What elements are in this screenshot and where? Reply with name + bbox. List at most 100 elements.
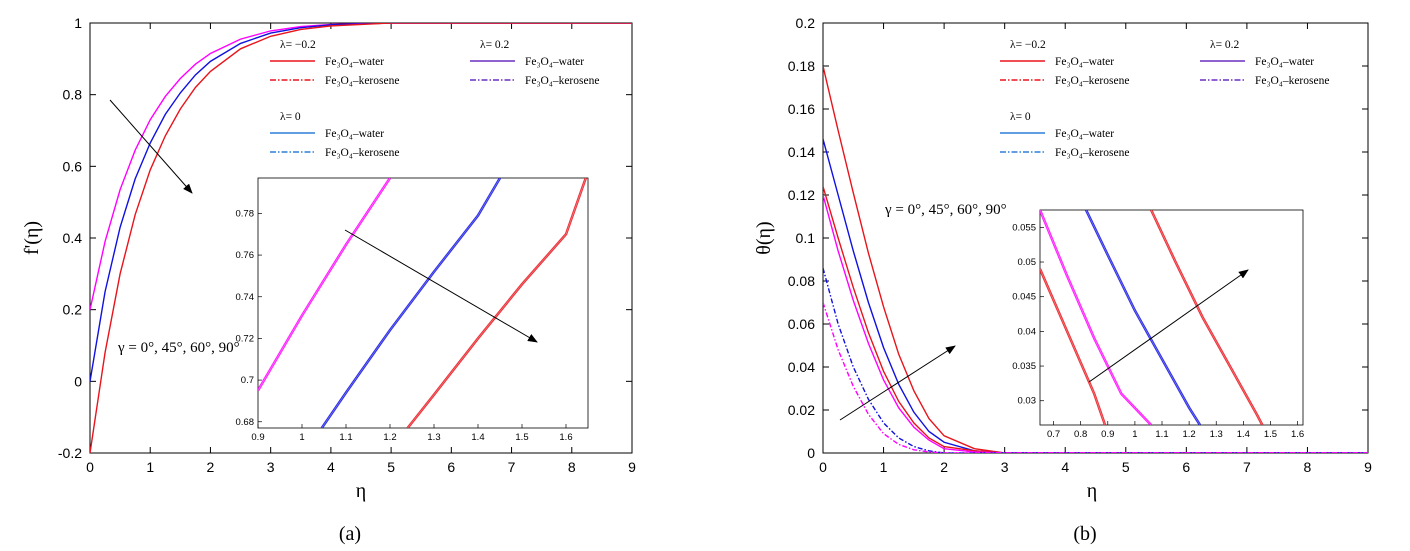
inset-series-line-core — [1085, 210, 1201, 425]
legend-entry-label: Fe₃O₄–kerosene — [325, 147, 399, 159]
y-tick-label: -0.2 — [58, 445, 82, 461]
y-axis-label: f'(η) — [21, 221, 43, 255]
x-tick-label: 3 — [267, 459, 275, 475]
y-tick-label: 1 — [74, 15, 82, 31]
x-tick-label: 0 — [819, 459, 827, 475]
y-tick-label: 0 — [807, 445, 815, 461]
inset-x-tick-label: 1 — [1132, 429, 1137, 440]
inset-y-tick-label: 0.04 — [1018, 326, 1037, 337]
x-tick-label: 0 — [86, 459, 94, 475]
inset-x-tick-label: 1 — [299, 432, 304, 443]
inset-y-tick-label: 0.72 — [236, 333, 255, 344]
y-tick-label: 0.1 — [796, 230, 816, 246]
inset-x-tick-label: 0.8 — [1074, 429, 1087, 440]
y-tick-label: 0.2 — [63, 302, 83, 318]
gamma-annotation: γ = 0°, 45°, 60°, 90° — [117, 340, 240, 356]
inset-x-tick-label: 1.5 — [1264, 429, 1277, 440]
inset-y-tick-label: 0.7 — [241, 375, 254, 386]
x-tick-label: 8 — [1304, 459, 1312, 475]
legend-entry-label: Fe₃O₄–kerosene — [1255, 75, 1329, 87]
inset-x-tick-label: 1.2 — [383, 432, 396, 443]
legend-entry-label: Fe₃O₄–kerosene — [1055, 147, 1129, 159]
inset-x-tick-label: 1.1 — [339, 432, 352, 443]
inset-y-tick-label: 0.05 — [1018, 257, 1037, 268]
inset-frame — [257, 177, 589, 429]
inset-series-group — [258, 178, 588, 428]
inset-y-tick-label: 0.055 — [1012, 222, 1036, 233]
chart-b: 0 1 2 3 4 5 6 7 8 9 0 0.02 0.04 0.06 0.08 0.1 0.12 0.14 0.… — [753, 15, 1372, 545]
inset-y-tick-label: 0.74 — [236, 292, 255, 303]
x-tick-label: 5 — [387, 459, 395, 475]
legend-entry-label: Fe₃O₄–kerosene — [1055, 75, 1129, 87]
inset-series-line-core — [1040, 210, 1152, 425]
series-group — [90, 23, 632, 453]
x-tick-label: 6 — [447, 459, 455, 475]
legend-entry-label: Fe₃O₄–kerosene — [525, 75, 599, 87]
y-tick-label: 0.04 — [788, 359, 815, 375]
inset-x-tick-label: 1.3 — [1210, 429, 1223, 440]
y-tick-label: 0.06 — [788, 316, 815, 332]
inset-series-line-core — [1150, 210, 1263, 425]
legend-group-title: λ= 0.2 — [1210, 39, 1240, 51]
inset-y-tick-label: 0.035 — [1012, 361, 1036, 372]
series-line — [823, 302, 1368, 453]
gamma-annotation: γ = 0°, 45°, 60°, 90° — [884, 202, 1007, 218]
y-tick-label: 0 — [74, 373, 82, 389]
inset-x-tick-label: 0.9 — [251, 432, 264, 443]
series-group — [823, 65, 1368, 453]
x-tick-label: 4 — [1061, 459, 1069, 475]
y-tick-label: 0.14 — [788, 144, 815, 160]
series-line — [823, 194, 1368, 453]
series-line — [90, 23, 632, 453]
inset-y-tick-label: 0.68 — [236, 417, 255, 428]
series-line — [823, 186, 1368, 453]
y-tick-label: 0.18 — [788, 58, 815, 74]
x-tick-label: 9 — [1364, 459, 1372, 475]
y-tick-label: 0.08 — [788, 273, 815, 289]
legend-group-title: λ= 0 — [1010, 111, 1031, 123]
x-tick-label: 7 — [1243, 459, 1251, 475]
y-tick-label: 0.6 — [63, 158, 83, 174]
legend-entry-label: Fe₃O₄–kerosene — [325, 75, 399, 87]
panel-label: (b) — [1073, 523, 1096, 545]
series-line — [823, 65, 1368, 453]
y-tick-label: 0.8 — [63, 87, 83, 103]
inset-x-tick-label: 0.9 — [1101, 429, 1114, 440]
y-tick-label: 0.12 — [788, 187, 815, 203]
inset-frame — [1039, 209, 1304, 426]
x-tick-label: 2 — [940, 459, 948, 475]
inset-series-line-core — [321, 178, 501, 428]
trend-arrow — [109, 99, 193, 194]
x-tick-label: 8 — [568, 459, 576, 475]
legend-entry-label: Fe₃O₄–water — [325, 128, 384, 140]
inset-trend-arrow — [1088, 269, 1249, 383]
chart-a: 0 1 2 3 4 5 6 7 8 9-0.200.20.40.60.81f'(η)η(a)γ =… — [21, 15, 636, 545]
legend-entry-label: Fe₃O₄–water — [1255, 56, 1314, 68]
x-tick-label: 5 — [1122, 459, 1130, 475]
y-tick-label: 0.16 — [788, 101, 815, 117]
series-line — [90, 23, 632, 310]
legend-group-title: λ= −0.2 — [280, 39, 316, 51]
y-tick-label: 0.4 — [63, 230, 83, 246]
inset-x-tick-label: 1.6 — [1291, 429, 1304, 440]
series-line — [823, 138, 1368, 453]
x-tick-label: 3 — [1001, 459, 1009, 475]
inset-x-tick-label: 1.2 — [1183, 429, 1196, 440]
legend-group-title: λ= 0.2 — [480, 39, 510, 51]
series-line — [90, 23, 632, 382]
legend-group-title: λ= −0.2 — [1010, 39, 1046, 51]
legend-group-title: λ= 0 — [280, 111, 301, 123]
inset-x-tick-label: 1.1 — [1155, 429, 1168, 440]
inset-series-line-core — [407, 178, 586, 428]
inset-y-tick-label: 0.76 — [236, 250, 255, 261]
inset-series-line-core — [1040, 268, 1106, 425]
y-tick-label: 0.02 — [788, 402, 815, 418]
legend-entry-label: Fe₃O₄–water — [525, 56, 584, 68]
inset-y-tick-label: 0.045 — [1012, 292, 1036, 303]
inset-x-tick-label: 0.7 — [1047, 429, 1060, 440]
inset-trend-arrow — [344, 229, 538, 343]
inset-y-tick-label: 0.78 — [236, 208, 255, 219]
panel-label: (a) — [339, 523, 361, 545]
x-tick-label: 1 — [880, 459, 888, 475]
